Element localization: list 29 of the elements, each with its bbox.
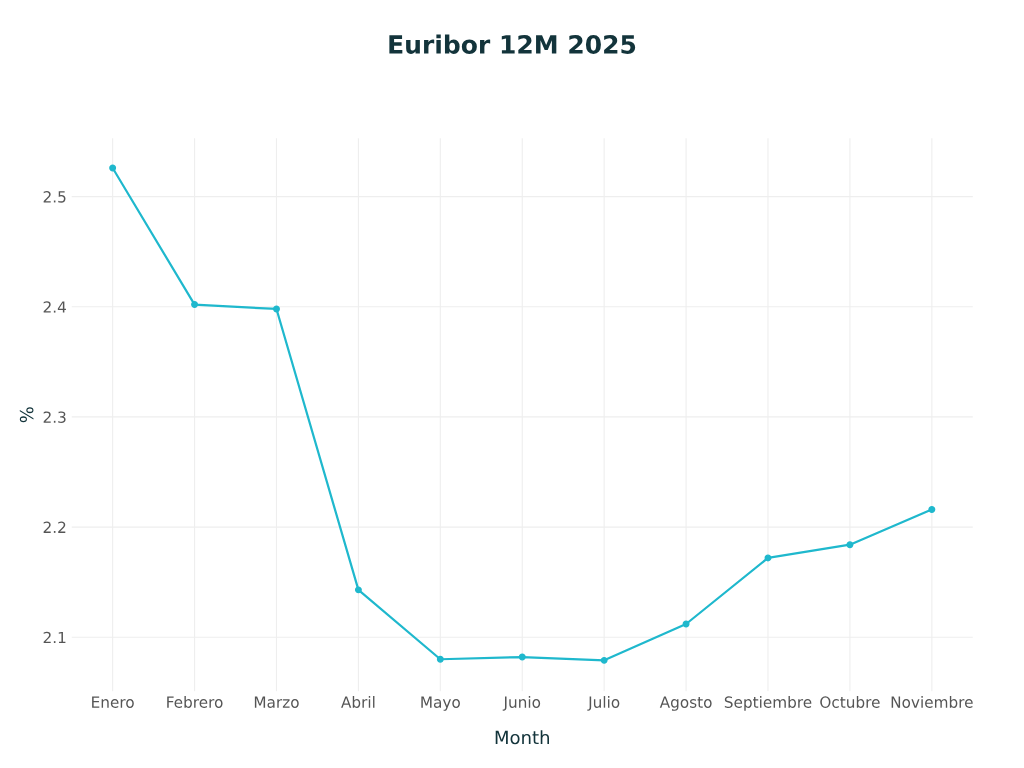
point [846,541,854,549]
x-tick-label: Enero [92,696,134,708]
x-tick-label: Octubre [820,696,880,708]
point [109,164,117,172]
point [191,301,199,309]
point [273,305,280,313]
point [764,554,772,562]
point [354,586,362,594]
x-tick-label: Septiembre [724,696,812,711]
point [928,505,936,513]
chart-title: Euribor 12M 2025 [389,34,636,54]
y-tick-label: 2.3 [43,411,66,423]
x-tick-label: Mayo [421,696,460,711]
x-axis-title: Month [495,730,549,745]
x-tick-label: Junio [502,696,541,711]
y-tick-label: 2.2 [43,521,66,533]
x-tick-label: Agosto [659,696,712,711]
point [518,653,526,661]
x-tick-label: Febrero [167,696,223,708]
x-tick-label: Abril [341,696,375,708]
y-tick-label: 2.5 [43,191,66,203]
x-tick-label: Marzo [254,696,299,708]
y-axis-title: % [19,407,34,423]
y-tick-label: 2.4 [43,301,66,313]
x-tick-label: Julio [587,696,620,711]
point [600,656,608,664]
point [436,655,444,663]
y-tick-label: 2.1 [43,631,66,644]
x-tick-label: Noviembre [891,696,973,708]
